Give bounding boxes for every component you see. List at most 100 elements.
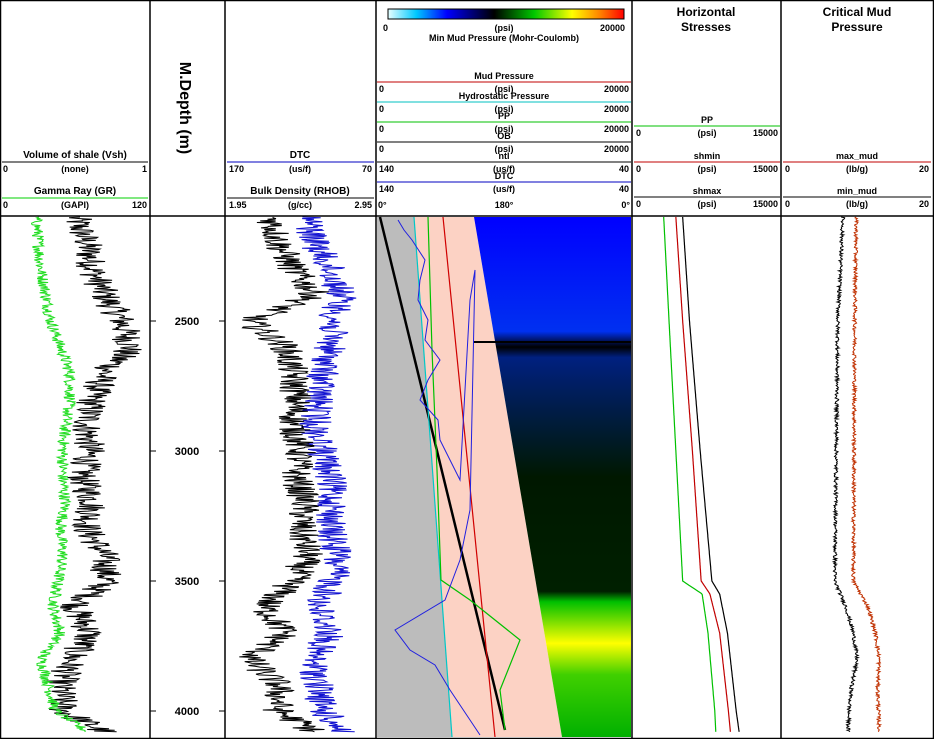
ntl-min: 140 — [379, 164, 394, 174]
rhob-min: 1.95 — [229, 200, 247, 210]
rhob-max: 2.95 — [354, 200, 372, 210]
vsh-unit: (none) — [61, 164, 89, 174]
track3-header: DTC 170 (us/f) 70 Bulk Density (RHOB) 1.… — [227, 150, 374, 210]
shmax-name: shmax — [693, 186, 722, 196]
ntl-unit: (us/f) — [493, 164, 515, 174]
track6-header: Critical Mud Pressure max_mud 0 (lb/g) 20 min… — [783, 5, 931, 209]
min-mud-max: 20 — [919, 199, 929, 209]
mud-pressure-max: 20000 — [604, 84, 629, 94]
track1-header: Volume of shale (Vsh) 0 (none) 1 Gamma R… — [2, 150, 148, 210]
dtc2-min: 140 — [379, 184, 394, 194]
hydrostatic-min: 0 — [379, 104, 384, 114]
hstress-title: Horizontal Stresses — [677, 5, 736, 34]
shmax-min: 0 — [636, 199, 641, 209]
depth-tick-3000: 3000 — [175, 446, 199, 458]
dtc-name: DTC — [290, 150, 311, 161]
hydrostatic-max: 20000 — [604, 104, 629, 114]
gr-curve — [31, 216, 87, 733]
depth-tick-4000: 4000 — [175, 706, 199, 718]
gr-unit: (GAPI) — [61, 200, 89, 210]
hstress-title-line2: Stresses — [681, 20, 731, 34]
ob-max: 20000 — [604, 144, 629, 154]
pp-stress-curve — [663, 217, 717, 732]
min-mud-curve — [831, 216, 860, 733]
pressure-track-background — [377, 217, 631, 737]
pp2-name: PP — [701, 115, 713, 125]
hstress-title-line1: Horizontal — [677, 5, 736, 19]
dtc2-name: DTC — [495, 171, 514, 181]
mud-pressure-name: Mud Pressure — [474, 71, 534, 81]
colorbar-unit: (psi) — [495, 23, 514, 33]
mud-pressure-min: 0 — [379, 84, 384, 94]
pp2-unit: (psi) — [698, 128, 717, 138]
colorbar-min: 0 — [383, 23, 388, 33]
vsh-curve — [46, 216, 142, 733]
depth-tick-2500: 2500 — [175, 316, 199, 328]
pp2-max: 15000 — [753, 128, 778, 138]
min-mud-name: min_mud — [837, 186, 877, 196]
dtc-curve — [296, 216, 357, 733]
dtc-unit: (us/f) — [289, 164, 311, 174]
track5-header: Horizontal Stresses PP 0 (psi) 15000 shmin 0 (p… — [634, 5, 780, 209]
data-curves — [31, 216, 883, 738]
cmud-title: Critical Mud Pressure — [823, 5, 892, 34]
track4-header-rows: Mud Pressure 0 (psi) 20000 Hydrostatic Press… — [377, 71, 631, 194]
ntl-max: 40 — [619, 164, 629, 174]
vsh-max: 1 — [142, 164, 147, 174]
max-mud-min: 0 — [785, 164, 790, 174]
cmud-title-line2: Pressure — [831, 20, 883, 34]
shmin-max: 15000 — [753, 164, 778, 174]
pink-band — [414, 217, 562, 737]
shmin-curve — [675, 217, 731, 732]
max-mud-curve — [850, 216, 883, 733]
ob-unit: (psi) — [495, 144, 514, 154]
hydrostatic-unit: (psi) — [495, 104, 514, 114]
mud-pressure-unit: (psi) — [495, 84, 514, 94]
heatmap-title: Min Mud Pressure (Mohr-Coulomb) — [429, 33, 579, 43]
hydrostatic-name: Hydrostatic Pressure — [459, 91, 550, 101]
mud-pressure-curve — [442, 216, 496, 738]
max-mud-max: 20 — [919, 164, 929, 174]
colorbar-max: 20000 — [600, 23, 625, 33]
pp-max: 20000 — [604, 124, 629, 134]
pp-unit: (psi) — [495, 124, 514, 134]
dtc2-unit: (us/f) — [493, 184, 515, 194]
dtc-pressure-curve — [394, 219, 481, 736]
vsh-name: Volume of shale (Vsh) — [23, 150, 127, 161]
depth-ticks: 2500 3000 3500 4000 — [150, 316, 225, 718]
pp2-min: 0 — [636, 128, 641, 138]
min-mud-unit: (lb/g) — [846, 199, 868, 209]
track4-header: 0 (psi) 20000 Min Mud Pressure (Mohr-Cou… — [377, 8, 631, 210]
dtc2-max: 40 — [619, 184, 629, 194]
ntl-name: ntl — [499, 151, 510, 161]
gr-max: 120 — [132, 200, 147, 210]
shmax-unit: (psi) — [698, 199, 717, 209]
shmax-max: 15000 — [753, 199, 778, 209]
max-mud-name: max_mud — [836, 151, 878, 161]
rhob-name: Bulk Density (RHOB) — [250, 186, 349, 197]
ob-name: OB — [497, 131, 511, 141]
dtc-max: 70 — [362, 164, 372, 174]
vsh-min: 0 — [3, 164, 8, 174]
depth-title: M.Depth (m) — [176, 62, 193, 154]
az-left: 0° — [378, 200, 387, 210]
track5-header-rows: PP 0 (psi) 15000 shmin 0 (psi) 15000 shmax 0 (psi)… — [634, 115, 780, 209]
rhob-curve — [239, 216, 329, 733]
shmax-curve — [682, 217, 740, 732]
mud-pressure-heatmap — [474, 217, 631, 737]
depth-tick-3500: 3500 — [175, 576, 199, 588]
gr-min: 0 — [3, 200, 8, 210]
shmin-min: 0 — [636, 164, 641, 174]
pp-name: PP — [498, 111, 510, 121]
shmin-unit: (psi) — [698, 164, 717, 174]
pp-min: 0 — [379, 124, 384, 134]
gr-name: Gamma Ray (GR) — [34, 186, 116, 197]
az-mid: 180° — [495, 200, 514, 210]
min-mud-min: 0 — [785, 199, 790, 209]
colorbar — [387, 8, 625, 20]
ob-curve — [378, 216, 507, 731]
pp-pressure-curve — [427, 216, 521, 731]
cmud-title-line1: Critical Mud — [823, 5, 892, 19]
ob-min: 0 — [379, 144, 384, 154]
